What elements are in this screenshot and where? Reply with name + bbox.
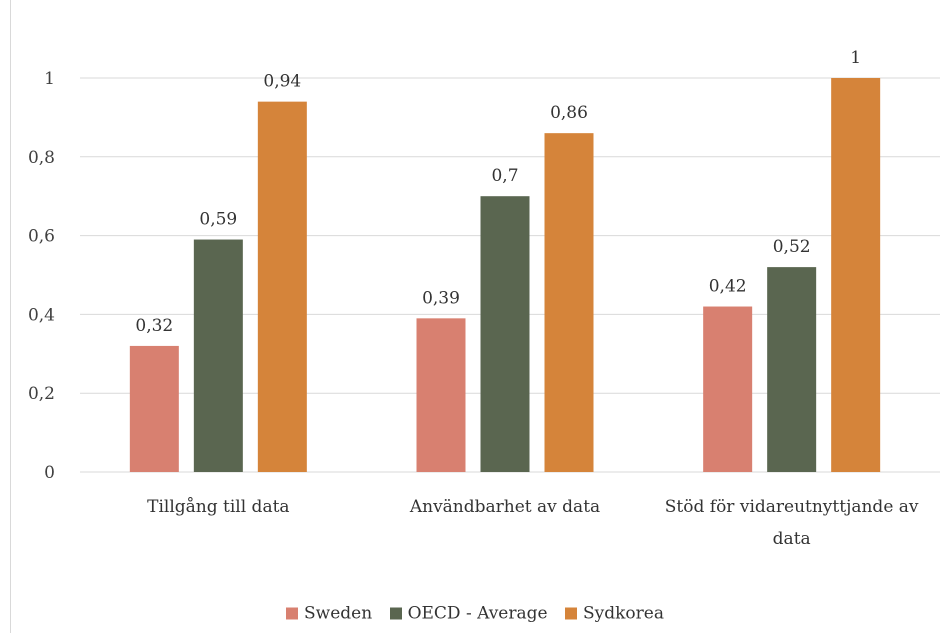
bar-oecd-average-0 [193, 239, 243, 472]
bar-sydkorea-2 [831, 78, 881, 472]
legend-label-oecd-average: OECD - Average [407, 603, 548, 624]
bar-sweden-1 [416, 318, 466, 472]
data-label-oecd-average-0: 0,59 [199, 210, 237, 230]
bar-sydkorea-0 [257, 101, 307, 472]
x-category-label-1: Användbarhet av data [409, 497, 600, 517]
chart-frame-border [10, 0, 11, 633]
legend-swatch-oecd-average [389, 607, 402, 620]
data-label-sydkorea-0: 0,94 [263, 72, 301, 92]
data-label-sweden-2: 0,42 [709, 277, 747, 297]
legend-swatch-sweden [286, 607, 299, 620]
data-label-sweden-0: 0,32 [135, 316, 173, 336]
legend-label-sydkorea: Sydkorea [582, 603, 664, 624]
y-tick-label-3: 0,6 [28, 227, 55, 247]
bar-oecd-average-1 [480, 196, 530, 472]
legend-item-oecd-average: OECD - Average [389, 603, 548, 624]
legend: Sweden OECD - Average Sydkorea [0, 604, 950, 625]
data-label-oecd-average-1: 0,7 [491, 166, 518, 186]
y-tick-label-4: 0,8 [28, 148, 55, 168]
bar-oecd-average-2 [767, 267, 817, 472]
data-label-oecd-average-2: 0,52 [773, 237, 811, 257]
data-label-sweden-1: 0,39 [422, 288, 460, 308]
y-tick-label-2: 0,4 [28, 305, 55, 325]
bar-sweden-2 [703, 306, 753, 472]
legend-item-sydkorea: Sydkorea [564, 603, 664, 624]
legend-label-sweden: Sweden [304, 603, 373, 624]
bar-sweden-0 [129, 345, 179, 472]
y-tick-label-0: 0 [44, 463, 55, 483]
y-tick-label-5: 1 [44, 69, 55, 89]
x-category-label-2-line-1: data [773, 529, 811, 549]
data-label-sydkorea-2: 1 [850, 48, 861, 68]
bar-sydkorea-1 [544, 133, 594, 472]
data-label-sydkorea-1: 0,86 [550, 103, 588, 123]
legend-swatch-sydkorea [564, 607, 577, 620]
x-category-label-2: Stöd för vidareutnyttjande av [665, 497, 919, 517]
y-tick-label-1: 0,2 [28, 384, 55, 404]
x-category-label-0: Tillgång till data [147, 497, 289, 517]
legend-item-sweden: Sweden [286, 604, 372, 624]
